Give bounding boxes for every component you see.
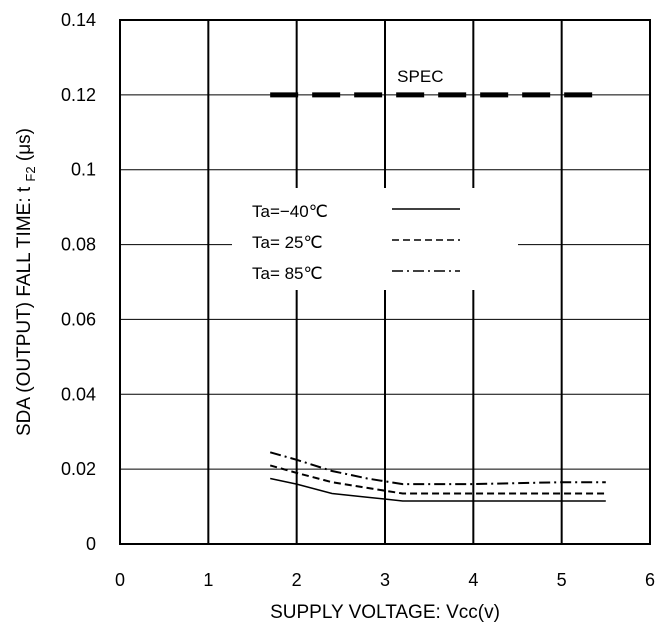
tick-labels: 0 1 2 3 4 5 6 0 0.02 0.04 0.06 0.08 0.1 0.12 0.14 <box>61 10 655 590</box>
y-axis-title-main: SDA (OUTPUT) FALL TIME: t <box>14 186 35 436</box>
x-tick-label: 1 <box>203 570 213 590</box>
x-axis-title: SUPPLY VOLTAGE: Vcc(v) <box>270 602 500 623</box>
y-tick-label: 0.08 <box>61 235 96 255</box>
y-axis-title: SDA (OUTPUT) FALL TIME: t F2 (μs) <box>14 128 40 436</box>
y-tick-label: 0.1 <box>71 160 96 180</box>
series-group <box>269 451 606 502</box>
series-line <box>270 477 606 502</box>
legend: Ta=−40℃ Ta= 25℃ Ta= 85℃ <box>232 188 518 290</box>
legend-label: Ta=−40℃ <box>252 202 328 221</box>
legend-label: Ta= 25℃ <box>252 233 323 252</box>
y-tick-label: 0.14 <box>61 10 96 30</box>
x-tick-label: 6 <box>645 570 655 590</box>
y-tick-label: 0.04 <box>61 384 96 404</box>
series-line <box>269 451 606 486</box>
y-axis-title-unit: (μs) <box>14 128 35 161</box>
y-tick-label: 0 <box>86 534 96 554</box>
x-tick-label: 4 <box>468 570 478 590</box>
plot-frame <box>119 19 651 545</box>
x-tick-label: 0 <box>115 570 125 590</box>
x-tick-label: 3 <box>380 570 390 590</box>
y-tick-label: 0.12 <box>61 85 96 105</box>
x-tick-label: 2 <box>292 570 302 590</box>
y-axis-title-subscript: F2 <box>23 166 38 181</box>
x-tick-label: 5 <box>557 570 567 590</box>
spec-group: SPEC <box>270 67 593 98</box>
grid <box>120 20 650 544</box>
legend-box <box>232 188 518 290</box>
spec-label: SPEC <box>397 67 443 86</box>
legend-label: Ta= 85℃ <box>252 264 323 283</box>
y-tick-label: 0.02 <box>61 459 96 479</box>
series-line <box>269 464 606 495</box>
y-tick-label: 0.06 <box>61 309 96 329</box>
